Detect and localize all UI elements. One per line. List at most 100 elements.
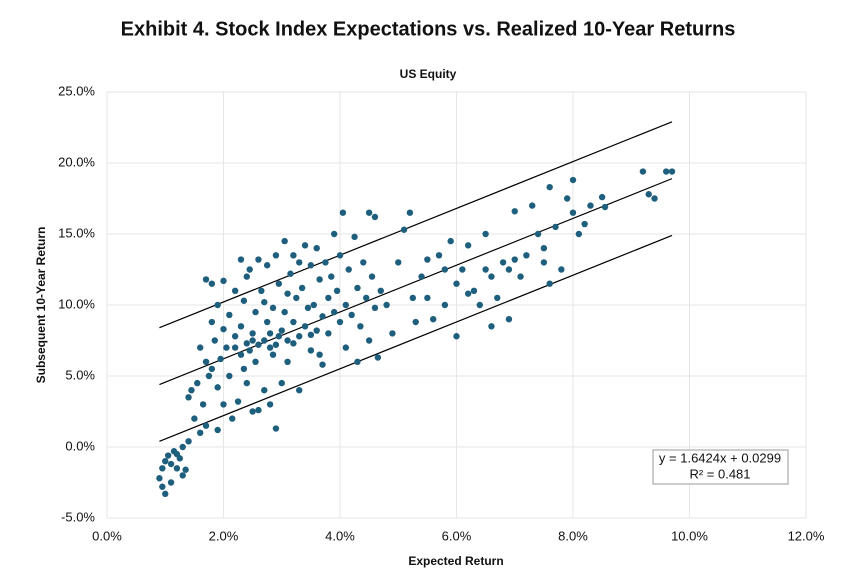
- point: [453, 280, 460, 287]
- point: [371, 213, 379, 221]
- point: [598, 193, 606, 201]
- point: [281, 308, 288, 316]
- point: [229, 415, 236, 422]
- point: [499, 259, 507, 266]
- point: [272, 252, 280, 259]
- point: [488, 273, 495, 280]
- point: [275, 333, 283, 340]
- point: [261, 337, 268, 344]
- point: [205, 372, 213, 380]
- point: [263, 318, 271, 326]
- point: [464, 290, 472, 297]
- point: [290, 340, 297, 347]
- x-tick-label: 8.0%: [558, 528, 588, 543]
- point: [360, 259, 367, 266]
- point: [307, 347, 315, 354]
- point: [351, 233, 358, 241]
- point: [188, 387, 195, 394]
- point: [563, 195, 571, 202]
- point: [284, 290, 291, 297]
- point: [645, 191, 652, 198]
- point: [558, 266, 565, 273]
- point: [435, 252, 443, 259]
- point: [517, 273, 524, 280]
- point: [301, 242, 309, 249]
- point: [167, 479, 175, 486]
- point: [651, 195, 658, 202]
- chart-subtitle: US Equity: [400, 67, 457, 81]
- point: [293, 294, 300, 302]
- point: [237, 351, 245, 358]
- point: [290, 252, 297, 259]
- point: [400, 226, 408, 233]
- point: [406, 209, 414, 216]
- point: [179, 472, 186, 479]
- point: [328, 273, 335, 280]
- point: [284, 358, 291, 365]
- point: [587, 202, 594, 209]
- y-axis-label: Subsequent 10-Year Return: [34, 227, 48, 384]
- point: [243, 340, 250, 347]
- point: [296, 387, 303, 394]
- x-tick-label: 0.0%: [92, 528, 122, 543]
- point: [354, 358, 361, 365]
- point: [301, 323, 309, 330]
- point: [307, 331, 315, 339]
- point: [459, 266, 466, 273]
- point: [255, 341, 262, 348]
- point: [546, 183, 553, 191]
- y-tick-label: 0.0%: [65, 438, 95, 453]
- point: [383, 301, 390, 309]
- point: [342, 301, 350, 309]
- point: [476, 301, 483, 309]
- point: [179, 443, 186, 451]
- point: [234, 398, 242, 405]
- x-tick-label: 2.0%: [209, 528, 239, 543]
- point: [389, 330, 396, 337]
- point: [319, 313, 326, 320]
- point: [226, 311, 233, 319]
- point: [208, 365, 216, 373]
- x-axis-label: Expected Return: [408, 554, 503, 568]
- point: [569, 176, 577, 184]
- point: [214, 384, 221, 391]
- point: [470, 287, 478, 294]
- point: [194, 379, 201, 387]
- point: [261, 387, 268, 394]
- point: [601, 203, 609, 211]
- grid: [106, 91, 807, 519]
- point: [412, 318, 419, 326]
- point: [255, 406, 262, 414]
- point: [223, 344, 230, 351]
- point: [220, 325, 227, 333]
- point: [182, 466, 189, 473]
- point: [377, 287, 384, 294]
- annotation-box: [652, 449, 789, 485]
- point: [252, 308, 259, 316]
- trend-line: [159, 121, 673, 329]
- point: [220, 401, 227, 408]
- point: [546, 280, 553, 287]
- point: [266, 344, 274, 351]
- point: [534, 230, 542, 238]
- y-tick-label: 10.0%: [58, 296, 95, 311]
- point: [255, 256, 262, 263]
- point: [575, 230, 583, 238]
- point: [173, 450, 181, 458]
- point: [202, 422, 210, 429]
- point: [162, 490, 169, 498]
- point: [249, 337, 256, 344]
- point: [336, 318, 344, 326]
- r-squared: R² = 0.481: [689, 466, 750, 481]
- point: [319, 361, 326, 368]
- point: [330, 230, 338, 238]
- point: [639, 168, 647, 175]
- point: [453, 333, 460, 340]
- y-tick-label: -5.0%: [61, 509, 95, 524]
- point: [374, 354, 382, 361]
- point: [266, 330, 274, 337]
- point: [339, 209, 347, 216]
- point: [441, 266, 449, 273]
- point: [505, 266, 513, 273]
- point: [269, 304, 277, 312]
